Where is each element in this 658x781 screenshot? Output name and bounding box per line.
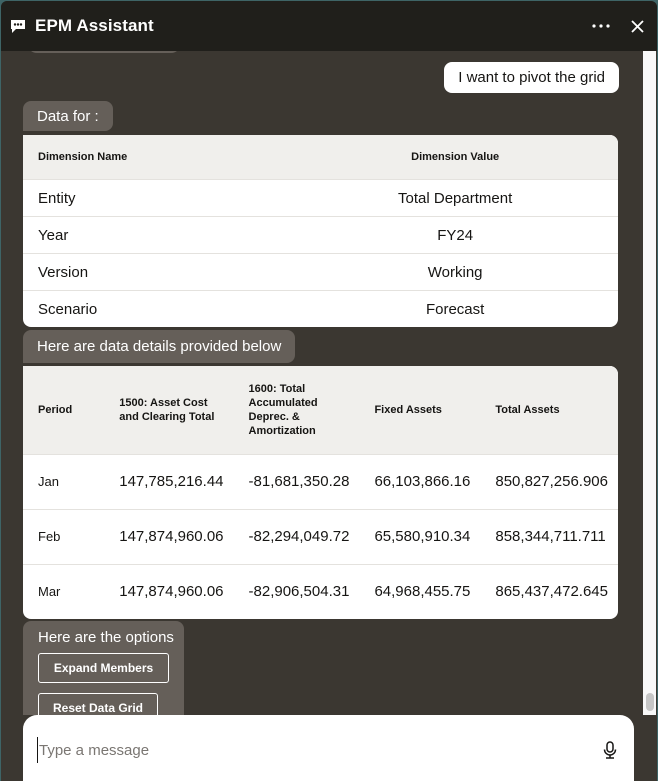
value-cell: 865,437,472.645 [480,564,618,619]
value-cell: 147,785,216.44 [104,454,234,510]
column-header: 1600: Total Accumulated Deprec. & Amorti… [233,366,360,455]
message-composer [23,715,634,781]
period-cell: Jan [23,454,105,510]
table-row: Scenario Forecast [23,290,618,327]
period-cell: Mar [23,564,105,619]
scrollbar-thumb[interactable] [646,693,654,711]
table-row: Entity Total Department [23,179,618,217]
dimension-value: Forecast [292,290,618,327]
dimension-table-card: Dimension Name Dimension Value Entity To… [23,135,618,327]
options-bubble: Here are the options Expand Members Rese… [23,621,184,715]
conversation-scrollbar[interactable] [643,51,656,715]
column-header: Dimension Value [292,135,618,180]
window-title: EPM Assistant [35,16,154,35]
data-details-label: Here are data details provided below [23,330,296,363]
table-row: Jan 147,785,216.44 -81,681,350.28 66,103… [23,454,618,510]
close-icon [630,19,644,33]
value-cell: 66,103,866.16 [359,454,481,510]
table-row: Mar 147,874,960.06 -82,906,504.31 64,968… [23,564,618,619]
data-for-label: Data for : [23,101,113,131]
previous-message-edge [27,51,181,53]
column-header: Fixed Assets [359,366,481,455]
dimension-value: Working [292,253,618,291]
table-row: Version Working [23,253,618,291]
column-header: 1500: Asset Cost and Clearing Total [104,366,234,455]
column-header: Period [23,366,105,455]
conversation-panel: I want to pivot the grid Data for : Dime… [1,51,643,715]
value-cell: -82,294,049.72 [233,509,360,565]
dimension-name: Scenario [23,290,293,327]
column-header: Dimension Name [23,135,293,180]
value-cell: 147,874,960.06 [104,509,234,565]
microphone-button[interactable] [600,739,620,761]
chat-bubble-icon [9,17,27,35]
user-message: I want to pivot the grid [444,62,619,93]
close-button[interactable] [623,12,651,40]
value-cell: 64,968,455.75 [359,564,481,619]
column-header: Total Assets [480,366,618,455]
dimension-value: Total Department [292,179,618,217]
table-row: Feb 147,874,960.06 -82,294,049.72 65,580… [23,509,618,565]
dimension-value: FY24 [292,216,618,254]
dimension-name: Year [23,216,293,254]
dimension-table: Dimension Name Dimension Value Entity To… [23,135,618,327]
value-cell: 147,874,960.06 [104,564,234,619]
table-row: Year FY24 [23,216,618,254]
title-bar: EPM Assistant [1,1,657,51]
value-cell: -82,906,504.31 [233,564,360,619]
more-options-button[interactable] [587,12,615,40]
period-cell: Feb [23,509,105,565]
expand-members-button[interactable]: Expand Members [38,653,169,683]
value-cell: 850,827,256.906 [480,454,618,510]
dimension-name: Entity [23,179,293,217]
data-grid-table: Period 1500: Asset Cost and Clearing Tot… [23,366,618,619]
value-cell: -81,681,350.28 [233,454,360,510]
reset-data-grid-button[interactable]: Reset Data Grid [38,693,158,715]
data-grid-card: Period 1500: Asset Cost and Clearing Tot… [23,366,618,619]
value-cell: 65,580,910.34 [359,509,481,565]
ellipsis-icon [592,24,610,28]
value-cell: 858,344,711.711 [480,509,618,565]
dimension-name: Version [23,253,293,291]
microphone-icon [603,741,617,759]
message-input[interactable] [37,737,581,763]
options-label: Here are the options [38,629,174,646]
